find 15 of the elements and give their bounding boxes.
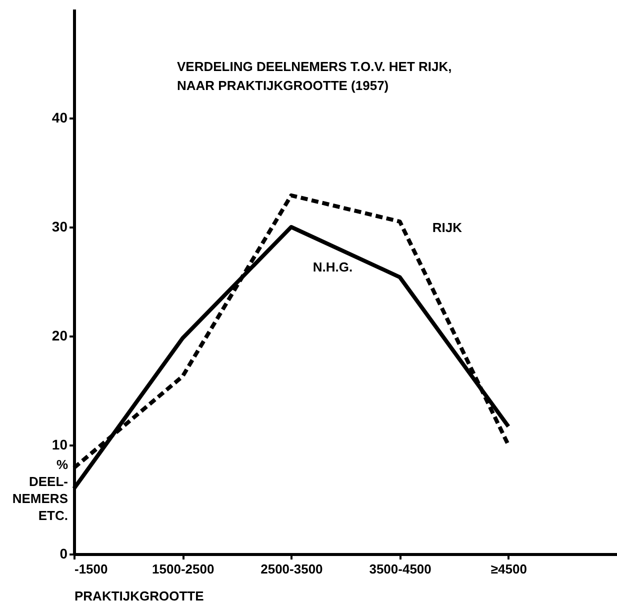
- series-label: RIJK: [432, 220, 463, 236]
- x-tick-label: ≥4500: [490, 562, 527, 576]
- x-tick-label: 3500-4500: [369, 562, 432, 576]
- y-tick-label: 0: [60, 546, 68, 562]
- y-tick-label: 30: [52, 218, 68, 234]
- text: VERDELING DEELNEMERS T.O.V. HET RIJK, NAAR PRAKTIJKGROOTTE (1957): [177, 59, 452, 93]
- y-tick-label: 20: [52, 328, 68, 344]
- series-label: N.H.G.: [312, 259, 353, 274]
- y-tick-label: 10: [52, 436, 68, 452]
- x-tick-label: -1500: [74, 562, 108, 576]
- x-axis-title: PRAKTIJKGROOTTE: [74, 588, 204, 603]
- y-tick-label: 40: [52, 110, 68, 126]
- x-tick-label: 2500-3500: [260, 562, 323, 576]
- y-axis-title: % DEEL- NEMERS ETC.: [12, 457, 68, 523]
- x-tick-label: 1500-2500: [152, 562, 214, 576]
